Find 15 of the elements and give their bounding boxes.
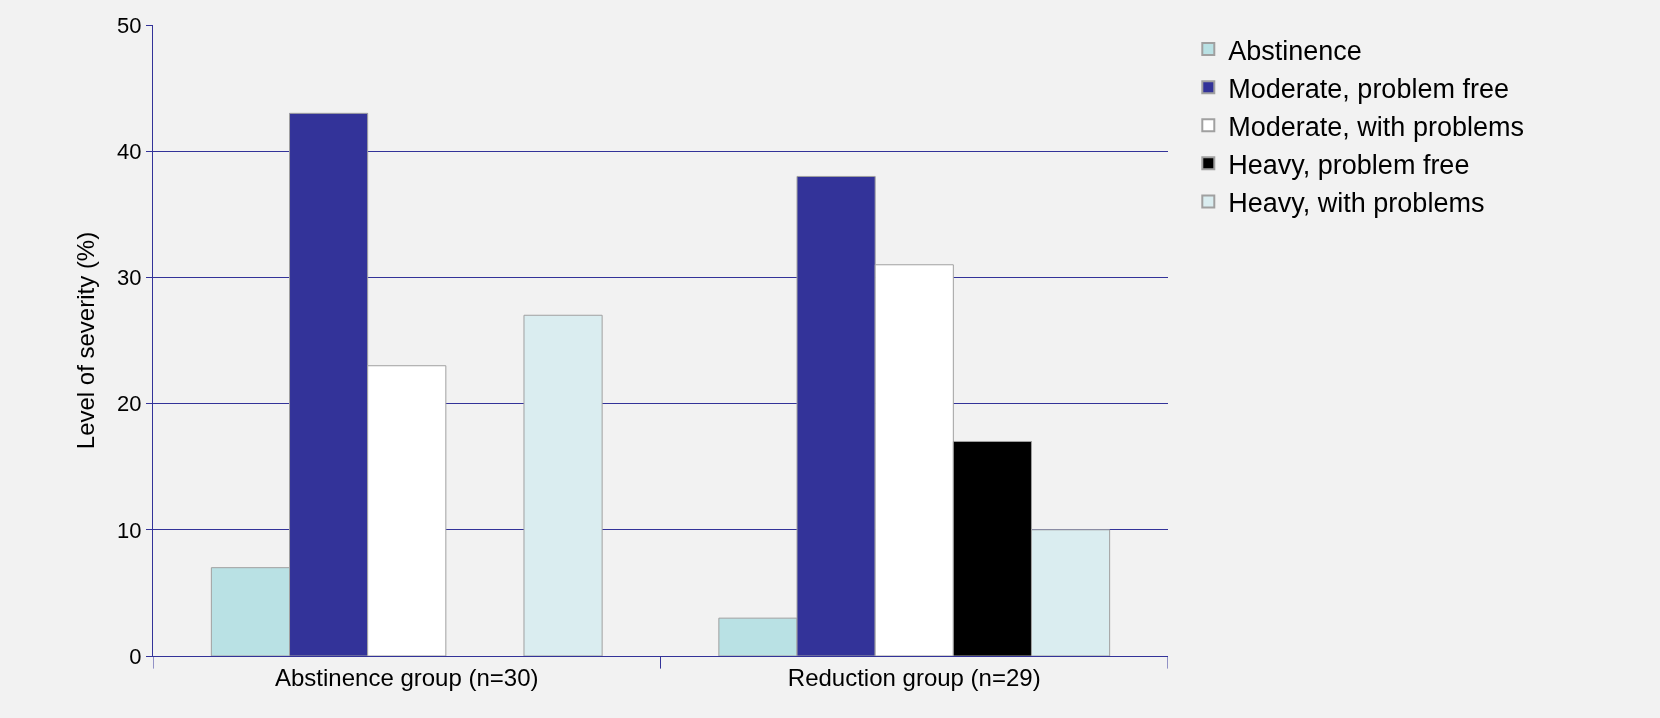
legend-label: Heavy, with problems xyxy=(1228,187,1485,218)
x-tick-label: Reduction group (n=29) xyxy=(787,663,1041,691)
legend-label: Moderate, problem free xyxy=(1228,73,1509,104)
bar xyxy=(523,314,603,656)
y-axis-title: Level of severity (%) xyxy=(72,231,100,450)
legend-label: Heavy, problem free xyxy=(1228,149,1470,180)
legend-label: Moderate, with problems xyxy=(1228,111,1524,142)
y-tick-label: 20 xyxy=(117,391,142,417)
y-tick-label: 10 xyxy=(117,517,142,543)
y-tick-label: 40 xyxy=(117,138,142,164)
x-tick-label: Abstinence group (n=30) xyxy=(274,663,539,691)
y-tick-label: 50 xyxy=(117,12,142,38)
legend-label: Abstinence xyxy=(1228,35,1362,66)
y-tick-label: 30 xyxy=(117,265,142,291)
y-tick-label: 0 xyxy=(129,643,142,669)
